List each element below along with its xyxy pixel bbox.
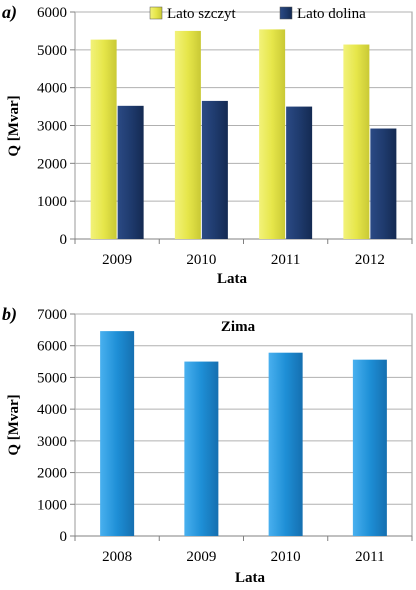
panel-b-bar xyxy=(184,361,219,536)
panel-a-xlabel: Lata xyxy=(217,271,248,287)
panel-a-bar xyxy=(90,39,117,239)
panel-a-xtick-label: 2012 xyxy=(355,252,385,268)
panel-b-ytick-label: 1000 xyxy=(37,497,67,513)
legend-entry-label: Lato dolina xyxy=(297,6,366,22)
panel-b-ytick-label: 6000 xyxy=(37,339,67,355)
panel-a-bar xyxy=(117,105,144,240)
legend-swatch xyxy=(149,6,163,20)
panel-b-xlabel: Lata xyxy=(235,570,266,586)
panel-a-bar xyxy=(370,128,397,239)
panel-a-label: a) xyxy=(2,2,17,23)
panel-a-bar xyxy=(201,100,228,240)
panel-b-xtick-label: 2009 xyxy=(186,549,216,565)
panel-a-ytick-label: 5000 xyxy=(37,43,67,59)
panel-b-xtick-label: 2010 xyxy=(271,549,301,565)
panel-a-ylabel: Q [Mvar] xyxy=(6,95,22,156)
panel-a-ytick-label: 3000 xyxy=(37,119,67,135)
panel-b-ytick-label: 2000 xyxy=(37,466,67,482)
panel-b-bar xyxy=(352,359,387,536)
panel-b-label: b) xyxy=(2,304,17,325)
panel-a-xtick-label: 2011 xyxy=(271,252,300,268)
panel-b-ytick-label: 7000 xyxy=(37,307,67,323)
panel-b-bar xyxy=(268,352,303,536)
panel-b-bar xyxy=(100,331,135,536)
panel-b-ytick-label: 0 xyxy=(60,529,68,545)
panel-a-ytick-label: 6000 xyxy=(37,5,67,21)
panel-a-bar xyxy=(286,106,313,239)
panel-b-title: Zima xyxy=(221,319,256,335)
panel-a-xtick-label: 2009 xyxy=(102,252,132,268)
panel-a-bar xyxy=(343,44,370,239)
panel-b-xtick-label: 2011 xyxy=(355,549,384,565)
panel-b-ytick-label: 3000 xyxy=(37,434,67,450)
panel-b-xtick-label: 2008 xyxy=(102,549,132,565)
panel-b-ytick-label: 5000 xyxy=(37,370,67,386)
panel-b-ylabel: Q [Mvar] xyxy=(6,394,22,455)
legend-swatch xyxy=(279,6,293,20)
panel-a-ytick-label: 0 xyxy=(60,232,68,248)
panel-a-ytick-label: 4000 xyxy=(37,81,67,97)
panel-b-ytick-label: 4000 xyxy=(37,402,67,418)
panel-a-xtick-label: 2010 xyxy=(186,252,216,268)
panel-a-ytick-label: 1000 xyxy=(37,194,67,210)
legend-entry-label: Lato szczyt xyxy=(167,6,237,22)
panel-a-ytick-label: 2000 xyxy=(37,156,67,172)
panel-a-bar xyxy=(259,29,286,239)
panel-a-bar xyxy=(174,30,201,239)
